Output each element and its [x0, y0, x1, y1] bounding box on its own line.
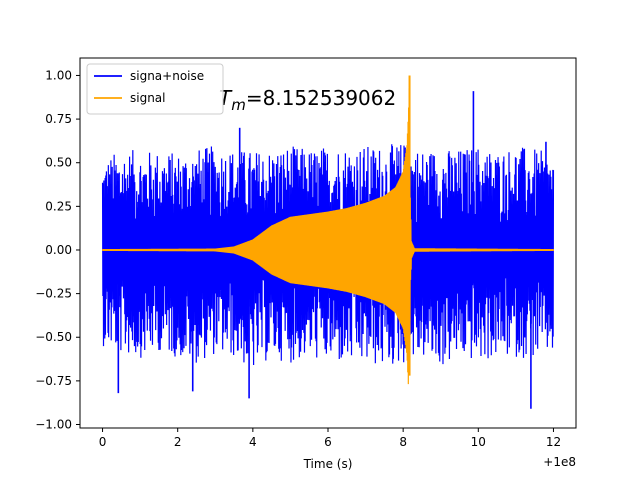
- x-axis-label: Time (s): [303, 457, 353, 471]
- legend-label-signal: signal: [130, 91, 166, 105]
- x-tick-label-1: 2: [174, 435, 182, 449]
- tm-annotation-value: =8.152539062: [246, 86, 396, 110]
- x-tick-label-5: 10: [471, 435, 486, 449]
- y-tick-label-6: 0.50: [45, 156, 72, 170]
- legend-label-signal-noise: signa+noise: [130, 69, 204, 83]
- x-tick-label-4: 8: [399, 435, 407, 449]
- x-axis: 0 2 4 6 8 10 12: [99, 428, 561, 449]
- y-tick-label-3: −0.25: [35, 287, 72, 301]
- x-tick-label-0: 0: [99, 435, 107, 449]
- y-tick-label-8: 1.00: [45, 68, 72, 82]
- x-tick-label-2: 4: [249, 435, 257, 449]
- x-axis-offset-label: +1e8: [543, 455, 576, 469]
- y-axis: −1.00 −0.75 −0.50 −0.25 0.00 0.25 0.50 0.75 1.00: [35, 68, 80, 432]
- tm-annotation-subscript: m: [231, 96, 246, 114]
- x-tick-label-3: 6: [324, 435, 332, 449]
- series-signal: [101, 75, 555, 385]
- series-layer: [101, 75, 555, 409]
- y-tick-label-2: −0.50: [35, 330, 72, 344]
- y-tick-label-7: 0.75: [45, 112, 72, 126]
- y-tick-label-5: 0.25: [45, 199, 72, 213]
- tm-annotation: Tm=8.152539062: [219, 86, 396, 114]
- legend: signa+noise signal: [86, 63, 224, 115]
- series-signal-line: [101, 88, 555, 385]
- y-tick-label-0: −1.00: [35, 418, 72, 432]
- x-tick-label-6: 12: [546, 435, 561, 449]
- y-tick-label-4: 0.00: [45, 243, 72, 257]
- y-tick-label-1: −0.75: [35, 374, 72, 388]
